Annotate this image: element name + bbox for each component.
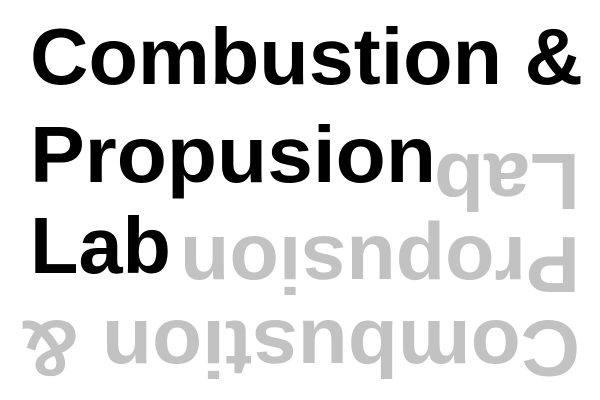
line-combustion: Combustion & — [30, 12, 583, 101]
mirror-line-combustion: Combustion & — [20, 304, 580, 393]
line-lab: Lab — [30, 201, 171, 290]
line-propusion: Propusion — [30, 110, 436, 199]
mirrored-text-group: Combustion & Propusion Lab — [20, 137, 580, 393]
mirror-line-lab: Lab — [434, 137, 580, 226]
mirror-line-propusion: Propusion — [180, 220, 580, 309]
